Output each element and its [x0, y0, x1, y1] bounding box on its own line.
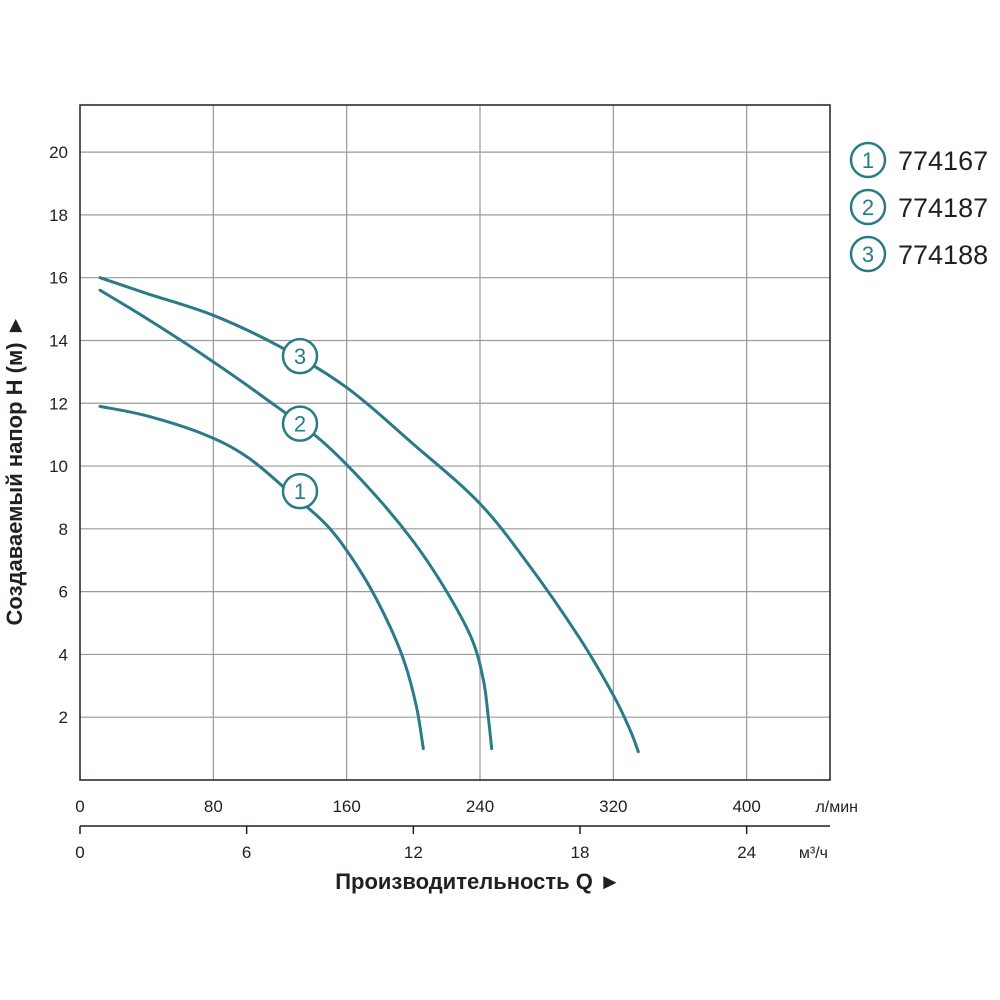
y-tick-label: 14	[49, 331, 68, 350]
legend-item: 2 774187	[849, 188, 988, 226]
legend-marker-label: 1	[862, 148, 874, 173]
y-tick-label: 10	[49, 457, 68, 476]
curve-774187	[98, 288, 494, 751]
x-tick-label-secondary: 24	[737, 843, 756, 862]
curve-marker-2: 2	[281, 405, 319, 442]
curve-marker-circle	[281, 337, 319, 375]
curve-marker-label: 3	[294, 344, 306, 369]
legend-item: 3 774188	[849, 235, 988, 273]
y-axis-ticks: 2 4 6 8 10 12 14 16 18 20	[49, 143, 68, 727]
y-tick-label: 12	[49, 394, 68, 413]
grid-lines	[80, 105, 830, 780]
y-axis-title: Создаваемый напор H (м) ►	[2, 315, 27, 626]
legend: 1 774167 2 774187 3 774188	[849, 141, 988, 273]
curve-774188	[98, 276, 640, 754]
x-tick-label-primary: 80	[204, 797, 223, 816]
y-tick-label: 20	[49, 143, 68, 162]
y-tick-label: 16	[49, 269, 68, 288]
legend-marker-circle	[849, 235, 887, 273]
y-tick-label: 2	[59, 708, 68, 727]
legend-marker-circle	[849, 141, 887, 179]
x-tick-label-primary: 0	[75, 797, 84, 816]
legend-marker-label: 2	[862, 195, 874, 220]
curves	[98, 276, 640, 754]
legend-item: 1 774167	[849, 141, 988, 179]
legend-series-name: 774187	[898, 193, 988, 223]
x-tick-label-secondary: 18	[571, 843, 590, 862]
x-axis-title: Производительность Q ►	[335, 869, 621, 894]
curve-marker-3: 3	[281, 337, 319, 375]
x-axis-secondary: 0 6 12 18 24 м³/ч	[75, 825, 830, 862]
x-unit-primary: л/мин	[815, 799, 858, 816]
legend-marker-label: 3	[862, 242, 874, 267]
y-tick-label: 18	[49, 206, 68, 225]
curve-774167	[98, 404, 425, 751]
curve-marker-label: 2	[294, 412, 306, 437]
legend-series-name: 774167	[898, 146, 988, 176]
x-axis-primary: 0 80 160 240 320 400 л/мин	[75, 797, 858, 816]
x-tick-label-primary: 160	[332, 797, 360, 816]
legend-series-name: 774188	[898, 240, 988, 270]
x-tick-label-secondary: 0	[75, 843, 84, 862]
y-tick-label: 8	[59, 520, 68, 539]
y-tick-label: 6	[59, 583, 68, 602]
x-tick-label-secondary: 12	[404, 843, 423, 862]
legend-marker-circle	[849, 188, 887, 226]
x-tick-label-primary: 320	[599, 797, 627, 816]
curve-markers: 1 2 3	[281, 337, 319, 510]
x-tick-label-primary: 400	[732, 797, 760, 816]
plot-frame	[79, 104, 831, 781]
y-tick-label: 4	[59, 645, 68, 664]
x-tick-label-secondary: 6	[242, 843, 251, 862]
curve-marker-circle	[281, 472, 319, 510]
x-unit-secondary: м³/ч	[799, 845, 828, 862]
curve-marker-circle	[281, 405, 319, 442]
curve-marker-label: 1	[294, 479, 306, 504]
x-tick-label-primary: 240	[466, 797, 494, 816]
curve-marker-1: 1	[281, 472, 319, 510]
